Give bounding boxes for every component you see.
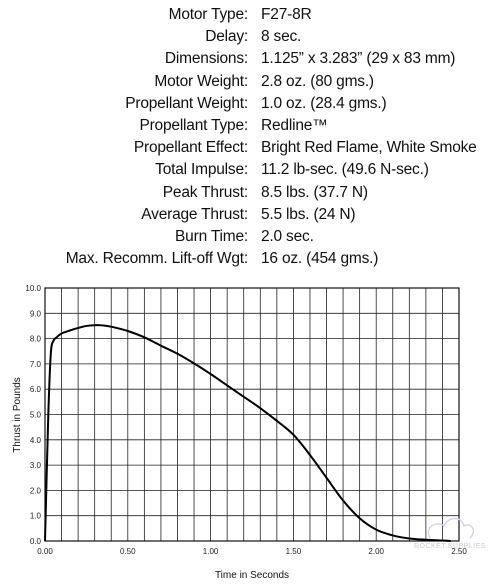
x-tick-label: 0.50 xyxy=(120,547,136,556)
spec-value: Bright Red Flame, White Smoke xyxy=(261,139,477,157)
x-tick-label: 2.50 xyxy=(451,547,467,556)
spec-label: Dimensions: xyxy=(164,50,248,68)
x-tick-label: 1.50 xyxy=(286,547,302,556)
thrust-curve-line xyxy=(44,324,451,542)
spec-row: Max. Recomm. Lift-off Wgt: 16 oz. (454 gm… xyxy=(0,248,498,270)
y-tick-label: 3.0 xyxy=(30,461,42,470)
spec-row: Total Impulse: 11.2 lb-sec. (49.6 N-sec.) xyxy=(0,159,498,181)
spec-row: Propellant Effect: Bright Red Flame, Whit… xyxy=(0,137,498,159)
spec-value: 11.2 lb-sec. (49.6 N-sec.) xyxy=(261,161,429,179)
spec-row: Burn Time: 2.0 sec. xyxy=(0,226,498,248)
spec-row: Dimensions: 1.125” x 3.283” (29 x 83 mm) xyxy=(0,48,498,70)
y-tick-label: 9.0 xyxy=(30,309,42,318)
spec-label: Peak Thrust: xyxy=(162,183,248,201)
spec-label: Delay: xyxy=(205,28,248,46)
y-axis-label: Thrust in Pounds xyxy=(12,377,23,453)
rocket-supplies-logo: ROCKET.SUPPLIES xyxy=(414,517,486,550)
spec-value: Redline™ xyxy=(261,117,328,134)
spec-row: Propellant Weight: 1.0 oz. (28.4 gms.) xyxy=(0,93,498,115)
x-tick-label: 1.00 xyxy=(203,547,219,556)
spec-value: 16 oz. (454 gms.) xyxy=(261,250,379,268)
spec-label: Average Thrust: xyxy=(141,205,248,223)
y-tick-labels: 0.0 1.0 2.0 3.0 4.0 5.0 6.0 7.0 8.0 9.0 10.0 xyxy=(25,284,41,546)
spec-label: Burn Time: xyxy=(175,228,248,245)
spec-label: Propellant Effect: xyxy=(133,139,248,157)
y-tick-label: 0.0 xyxy=(30,537,42,546)
spec-row: Delay: 8 sec. xyxy=(0,26,498,48)
spec-row: Average Thrust: 5.5 lbs. (24 N) xyxy=(0,204,498,226)
spec-value: 8 sec. xyxy=(261,28,302,46)
x-tick-labels: 0.00 0.50 1.00 1.50 2.00 2.50 xyxy=(37,547,467,556)
spec-value: 5.5 lbs. (24 N) xyxy=(261,205,356,223)
x-tick-label: 0.00 xyxy=(37,547,53,556)
spec-value: 1.125” x 3.283” (29 x 83 mm) xyxy=(261,50,456,68)
spec-label: Motor Type: xyxy=(168,6,249,23)
spec-label: Max. Recomm. Lift-off Wgt: xyxy=(65,250,248,268)
y-tick-label: 5.0 xyxy=(30,411,42,420)
y-tick-label: 7.0 xyxy=(30,360,42,369)
y-tick-label: 10.0 xyxy=(25,284,41,293)
spec-label: Propellant Weight: xyxy=(125,94,248,112)
spec-label: Propellant Type: xyxy=(139,117,248,134)
y-tick-label: 2.0 xyxy=(30,486,42,495)
watermark-text: ROCKET.SUPPLIES xyxy=(414,543,486,550)
spec-value: 1.0 oz. (28.4 gms.) xyxy=(261,94,387,112)
y-tick-label: 4.0 xyxy=(30,436,42,445)
x-tick-label: 2.00 xyxy=(368,547,384,556)
spec-label: Total Impulse: xyxy=(155,161,248,179)
spec-value: F27-8R xyxy=(261,6,312,23)
spec-row: Peak Thrust: 8.5 lbs. (37.7 N) xyxy=(0,182,498,204)
y-tick-label: 1.0 xyxy=(30,512,42,521)
spec-value: 8.5 lbs. (37.7 N) xyxy=(261,183,368,201)
chart-grid xyxy=(45,288,459,541)
spec-value: 2.8 oz. (80 gms.) xyxy=(261,72,374,90)
y-tick-label: 6.0 xyxy=(30,385,42,394)
spec-value: 2.0 sec. xyxy=(261,228,314,245)
x-axis-label: Time in Seconds xyxy=(215,570,289,581)
y-tick-label: 8.0 xyxy=(30,335,42,344)
spec-label: Motor Weight: xyxy=(154,72,248,90)
spec-row: Motor Weight: 2.8 oz. (80 gms.) xyxy=(0,71,498,93)
thrust-curve-chart: 0.01.02.03.04.05.06.07.08.09.010.0 0.00 0… xyxy=(12,284,486,581)
spec-row: Propellant Type: Redline™ xyxy=(0,115,498,137)
spec-row: Motor Type: F27-8R xyxy=(0,4,498,26)
plot-frame xyxy=(44,287,460,542)
